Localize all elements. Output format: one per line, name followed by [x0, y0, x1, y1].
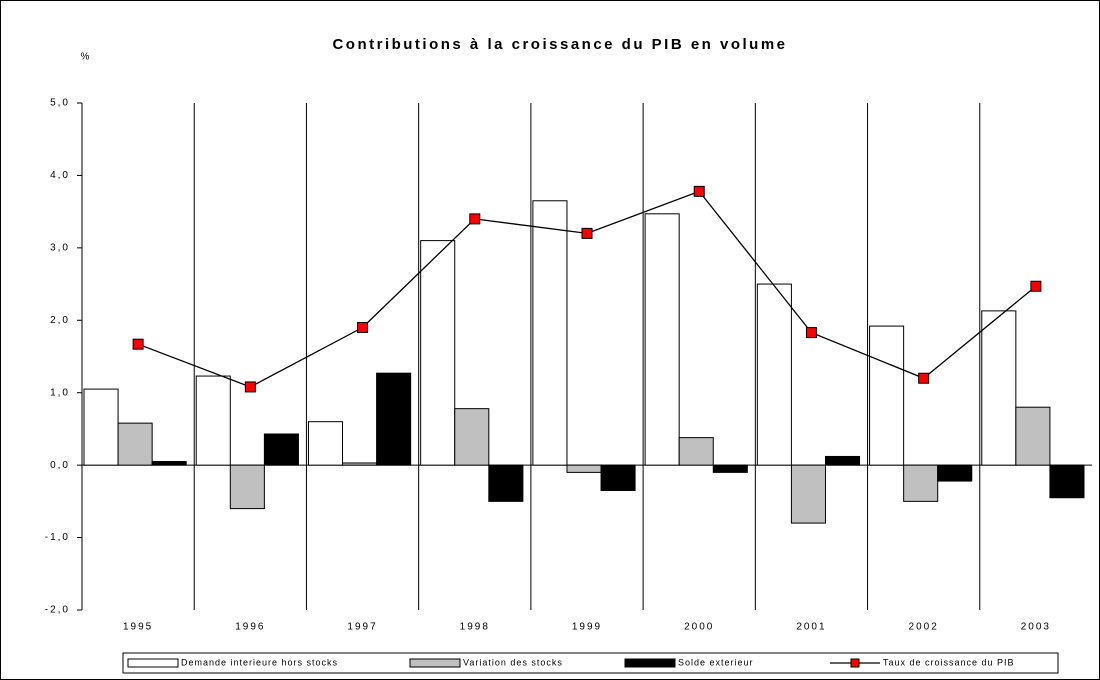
line-marker — [357, 322, 369, 334]
legend-swatch — [624, 658, 676, 668]
y-tick-label: 2,0 — [50, 315, 70, 326]
bar — [1015, 406, 1051, 466]
bar — [376, 372, 412, 466]
y-tick-label: 1,0 — [50, 387, 70, 398]
legend-label: Taux de croissance du PIB — [883, 657, 1015, 667]
x-tick-label: 1997 — [347, 622, 377, 633]
y-tick-label: 0,0 — [50, 460, 70, 471]
legend: Demande interieure hors stocks Variation … — [122, 652, 1059, 674]
bar — [644, 213, 680, 466]
legend-box — [122, 652, 1059, 674]
line-marker — [244, 381, 256, 393]
line-marker — [581, 227, 593, 239]
bar — [83, 388, 119, 466]
bar — [981, 310, 1017, 466]
bar — [151, 461, 187, 466]
y-tick-label: 5,0 — [50, 98, 70, 109]
bar — [790, 464, 826, 524]
bar — [420, 240, 456, 466]
x-tick-label: 2001 — [796, 622, 826, 633]
bar — [678, 437, 714, 466]
line-marker — [469, 213, 481, 225]
bar — [824, 455, 861, 466]
bar — [342, 462, 378, 466]
legend-swatch — [409, 658, 461, 668]
bar — [454, 408, 490, 466]
legend-label: Solde exterieur — [678, 657, 754, 667]
legend-label: Variation des stocks — [463, 657, 563, 667]
y-tick-label: 3,0 — [50, 242, 70, 253]
x-tick-label: 2003 — [1021, 622, 1051, 633]
bar — [117, 422, 153, 466]
legend-swatch — [850, 658, 860, 668]
bar — [532, 200, 568, 466]
bar — [869, 325, 905, 466]
line-marker — [132, 338, 144, 350]
x-tick-label: 1995 — [123, 622, 153, 633]
bar — [903, 464, 939, 502]
y-tick-label: -2,0 — [45, 605, 70, 616]
y-axis-label: % — [81, 52, 92, 63]
line-marker — [693, 185, 705, 197]
bar — [566, 464, 602, 473]
bar — [1049, 464, 1085, 499]
legend-label: Demande interieure hors stocks — [181, 657, 338, 667]
bar — [229, 464, 265, 510]
bar — [263, 433, 299, 466]
bar — [712, 464, 748, 473]
chart-title: Contributions à la croissance du PIB en … — [332, 36, 787, 53]
x-tick-label: 2002 — [909, 622, 939, 633]
bar — [937, 464, 973, 482]
bar — [488, 464, 524, 502]
x-tick-label: 1999 — [572, 622, 602, 633]
bar — [600, 464, 636, 491]
bar — [756, 283, 792, 466]
x-tick-label: 2000 — [684, 622, 714, 633]
line-marker — [918, 372, 930, 384]
bar — [195, 375, 231, 466]
y-tick-label: -1,0 — [45, 532, 70, 543]
bar — [307, 421, 344, 466]
line-marker — [805, 327, 817, 339]
legend-swatch — [127, 658, 179, 668]
y-tick-label: 4,0 — [50, 170, 70, 181]
x-tick-label: 1996 — [235, 622, 265, 633]
line-marker — [1030, 280, 1042, 292]
x-tick-label: 1998 — [460, 622, 490, 633]
